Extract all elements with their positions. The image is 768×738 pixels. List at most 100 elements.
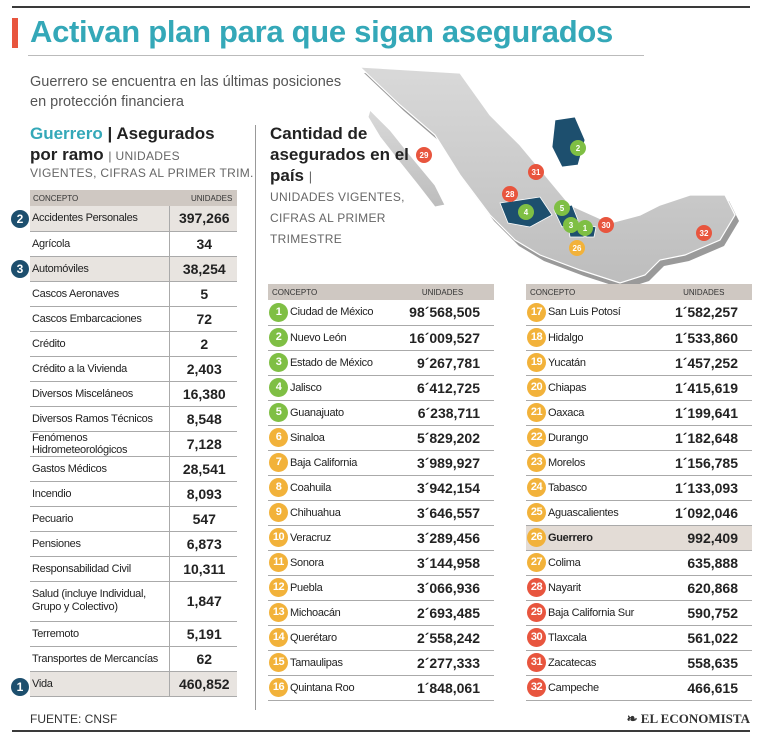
mexico-map: 29 31 28 2 4 5 3 1 30 26 32	[358, 66, 739, 289]
state-cell: Querétaro	[290, 625, 392, 651]
states-table-2: CONCEPTO UNIDADES 17 San Luis Potosí 1´582…	[526, 284, 752, 701]
rank-cell: 15	[268, 650, 290, 676]
rank-cell: 25	[526, 500, 548, 526]
rank-cell: 31	[526, 650, 548, 676]
table-row: Cascos Aeronaves 5	[30, 281, 237, 307]
heading-separator: |	[308, 169, 313, 184]
state-cell: Guerrero	[548, 525, 656, 551]
state-cell: Quintana Roo	[290, 675, 392, 701]
units-cell: 7,128	[168, 431, 237, 457]
map-marker: 32	[696, 225, 712, 241]
rank-number: 14	[269, 628, 288, 647]
rank-number: 3	[269, 353, 288, 372]
state-cell: Michoacán	[290, 600, 392, 626]
units-cell: 3´989,927	[391, 450, 494, 476]
rank-number: 24	[527, 478, 546, 497]
rank-cell: 9	[268, 500, 290, 526]
units-cell: 561,022	[655, 625, 752, 651]
state-cell: Jalisco	[290, 375, 392, 401]
state-name: Guerrero	[30, 124, 103, 143]
table-row: Incendio 8,093	[30, 481, 237, 507]
title-accent-bar	[12, 18, 18, 48]
col-units: UNIDADES	[655, 284, 752, 300]
concept-cell: Crédito	[30, 331, 169, 357]
units-cell: 34	[168, 231, 237, 257]
rank-cell: 29	[526, 600, 548, 626]
table-row: 25 Aguascalientes 1´092,046	[526, 500, 752, 526]
table-row: 9 Chihuahua 3´646,557	[268, 500, 494, 526]
units-cell: 397,266	[168, 206, 237, 232]
units-cell: 547	[168, 506, 237, 532]
rank-number: 5	[269, 403, 288, 422]
concept-cell: Agrícola	[30, 231, 169, 257]
rank-cell: 13	[268, 600, 290, 626]
units-cell: 6,873	[168, 531, 237, 557]
state-cell: Tabasco	[548, 475, 656, 501]
units-cell: 16´009,527	[391, 325, 494, 351]
units-cell: 3´646,557	[391, 500, 494, 526]
units-cell: 5´829,202	[391, 425, 494, 451]
map-marker: 29	[416, 147, 432, 163]
table-row: 28 Nayarit 620,868	[526, 575, 752, 601]
table-row: Agrícola 34	[30, 231, 237, 257]
table-row: 11 Sonora 3´144,958	[268, 550, 494, 576]
table-row: 21 Oaxaca 1´199,641	[526, 400, 752, 426]
rank-cell: 30	[526, 625, 548, 651]
units-cell: 8,548	[168, 406, 237, 432]
state-cell: Sonora	[290, 550, 392, 576]
rank-cell: 23	[526, 450, 548, 476]
units-cell: 2´558,242	[391, 625, 494, 651]
rank-cell: 11	[268, 550, 290, 576]
units-cell: 1´133,093	[655, 475, 752, 501]
col-units: UNIDADES	[169, 190, 237, 206]
rank-cell: 26	[526, 525, 548, 551]
table-row: 4 Jalisco 6´412,725	[268, 375, 494, 401]
units-cell: 5	[168, 281, 237, 307]
units-cell: 2	[168, 331, 237, 357]
map-marker: 1	[577, 220, 593, 236]
table-row: Pecuario 547	[30, 506, 237, 532]
rank-cell: 16	[268, 675, 290, 701]
state-cell: Durango	[548, 425, 656, 451]
svg-text:29: 29	[420, 151, 429, 160]
table-row: Fenómenos Hidrometeorológicos 7,128	[30, 431, 237, 457]
rank-cell: 4	[268, 375, 290, 401]
rank-number: 18	[527, 328, 546, 347]
rank-number: 26	[527, 528, 546, 547]
concept-cell: Pecuario	[30, 506, 169, 532]
state-cell: Hidalgo	[548, 325, 656, 351]
rank-badge: 2	[11, 210, 29, 228]
heading-separator: |	[107, 124, 113, 143]
rank-badge: 3	[11, 260, 29, 278]
svg-text:1: 1	[583, 224, 588, 233]
svg-text:31: 31	[532, 168, 541, 177]
states-table-1: CONCEPTO UNIDADES 1 Ciudad de México 98´56…	[268, 284, 494, 701]
title-underline	[28, 55, 644, 56]
concept-cell: Fenómenos Hidrometeorológicos	[30, 431, 169, 457]
concept-cell: Gastos Médicos	[30, 456, 169, 482]
subtitle: Guerrero se encuentra en las últimas pos…	[30, 74, 342, 110]
units-cell: 5,191	[168, 621, 237, 647]
table-row: Terremoto 5,191	[30, 621, 237, 647]
map-marker: 26	[569, 240, 585, 256]
table-row: 15 Tamaulipas 2´277,333	[268, 650, 494, 676]
table-row: 2 Nuevo León 16´009,527	[268, 325, 494, 351]
table-row: 13 Michoacán 2´693,485	[268, 600, 494, 626]
table-row: Responsabilidad Civil 10,311	[30, 556, 237, 582]
concept-cell: Salud (incluye Individual, Grupo y Colec…	[30, 581, 169, 622]
units-cell: 1´582,257	[655, 300, 752, 326]
concept-cell: Responsabilidad Civil	[30, 556, 169, 582]
table-row: 32 Campeche 466,615	[526, 675, 752, 701]
units-cell: 1´092,046	[655, 500, 752, 526]
table-row: 10 Veracruz 3´289,456	[268, 525, 494, 551]
concept-cell: Terremoto	[30, 621, 169, 647]
map-marker: 30	[598, 217, 614, 233]
table-header: CONCEPTO UNIDADES	[268, 284, 494, 300]
rank-number: 4	[269, 378, 288, 397]
map-marker: 4	[518, 204, 534, 220]
rank-number: 2	[269, 328, 288, 347]
svg-text:32: 32	[700, 229, 709, 238]
units-cell: 1´533,860	[655, 325, 752, 351]
rank-number: 21	[527, 403, 546, 422]
units-cell: 460,852	[168, 671, 237, 697]
